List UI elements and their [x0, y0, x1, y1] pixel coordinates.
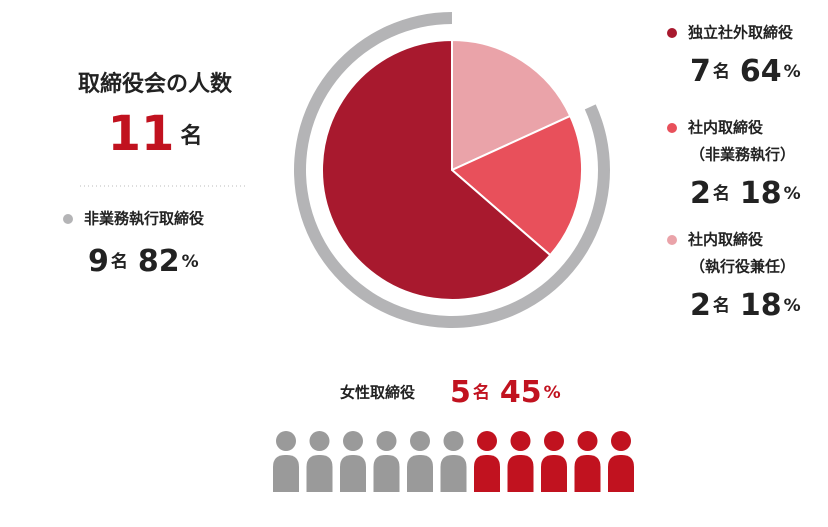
- value-label: 2 名 18%: [690, 288, 801, 323]
- pie-slice: [321, 38, 552, 301]
- person-head: [343, 431, 363, 451]
- unit: 名: [111, 251, 128, 272]
- count: 9: [88, 244, 109, 279]
- percent: 64: [740, 54, 782, 89]
- legend-label: 社内取締役: [687, 119, 763, 137]
- person-icon: [507, 431, 534, 492]
- percent-unit: %: [182, 252, 199, 272]
- person-head: [611, 431, 631, 451]
- person-body: [507, 455, 534, 492]
- pie: [294, 12, 610, 328]
- person-head: [477, 431, 497, 451]
- person-icon: [273, 431, 299, 492]
- person-body: [373, 455, 400, 492]
- person-body: [440, 455, 467, 492]
- person-head: [309, 431, 330, 451]
- person-head: [510, 431, 531, 451]
- legend-label: 独立社外取締役: [688, 24, 793, 42]
- percent-unit: %: [544, 383, 561, 403]
- person-body: [608, 455, 634, 492]
- legend-label: 社内取締役: [687, 231, 763, 249]
- person-icon: [541, 431, 567, 492]
- person-icon: [474, 431, 500, 492]
- pie-slice: [450, 114, 583, 257]
- person-head: [276, 431, 296, 451]
- person-icon: [373, 431, 400, 492]
- person-body: [273, 455, 299, 492]
- person-head: [544, 431, 564, 451]
- percent: 18: [740, 176, 782, 211]
- person-icon: [340, 431, 366, 492]
- percent-unit: %: [784, 184, 801, 204]
- pie-slice: [451, 38, 572, 172]
- unit: 名: [180, 123, 202, 149]
- person-body: [474, 455, 500, 492]
- person-icon: [306, 431, 333, 492]
- total-label: 11 名: [108, 106, 203, 162]
- legend-label: （執行役兼任）: [690, 258, 795, 276]
- person-body: [340, 455, 366, 492]
- person-body: [541, 455, 567, 492]
- count: 2: [690, 176, 711, 211]
- count: 7: [690, 54, 711, 89]
- legend-dot: [63, 214, 73, 224]
- unit: 名: [713, 61, 730, 82]
- person-head: [410, 431, 430, 451]
- count: 2: [690, 288, 711, 323]
- count: 5: [450, 375, 471, 410]
- percent-unit: %: [784, 62, 801, 82]
- women-value: 5 名 45%: [450, 375, 561, 410]
- person-icon: [407, 431, 433, 492]
- value-label: 7 名 64%: [690, 54, 801, 89]
- unit: 名: [713, 295, 730, 316]
- legend-dot: [667, 235, 677, 245]
- person-icon: [440, 431, 467, 492]
- legend-dot: [667, 28, 677, 38]
- chart-title: 取締役会の人数: [78, 71, 233, 97]
- person-icon: [608, 431, 634, 492]
- unit: 名: [473, 382, 490, 403]
- total-number: 11: [108, 106, 175, 162]
- person-body: [306, 455, 333, 492]
- people: [273, 431, 634, 492]
- percent-unit: %: [784, 296, 801, 316]
- percent: 18: [740, 288, 782, 323]
- legend-dot: [667, 123, 677, 133]
- person-head: [376, 431, 397, 451]
- percent: 45: [500, 375, 542, 410]
- value-label: 2 名 18%: [690, 176, 801, 211]
- value-label: 9 名 82%: [88, 244, 199, 279]
- legend-label: 非業務執行取締役: [84, 210, 204, 228]
- person-icon: [574, 431, 601, 492]
- unit: 名: [713, 183, 730, 204]
- percent: 82: [138, 244, 180, 279]
- women-label: 女性取締役: [340, 384, 415, 402]
- person-body: [574, 455, 601, 492]
- person-head: [577, 431, 598, 451]
- person-body: [407, 455, 433, 492]
- person-head: [443, 431, 464, 451]
- legend-label: （非業務執行）: [690, 146, 795, 164]
